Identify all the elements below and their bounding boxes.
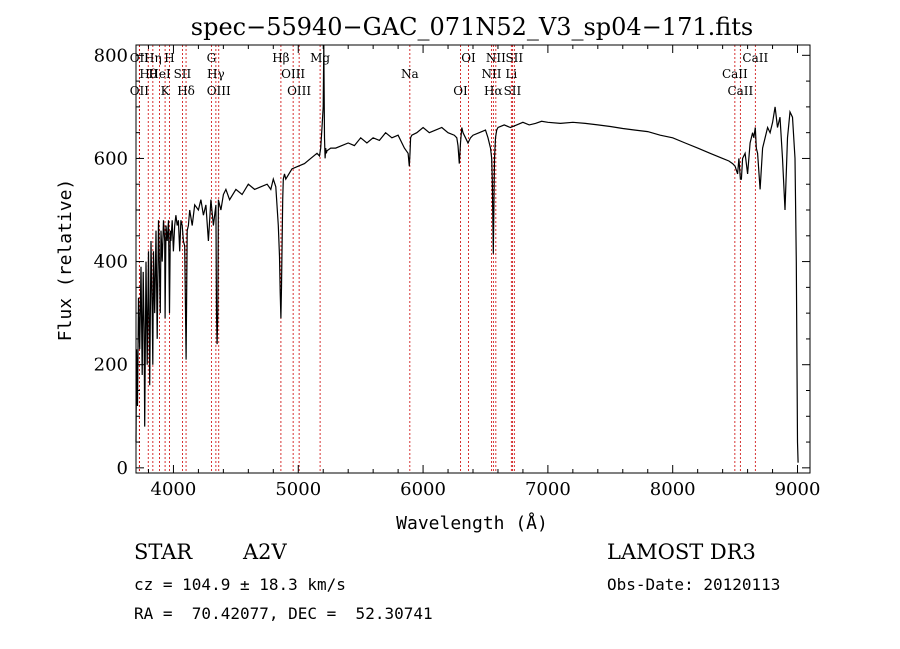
spectral-line-label: Hγ — [207, 67, 225, 81]
spectral-line-label: Mg — [310, 51, 330, 65]
x-tick-label: 4000 — [151, 479, 197, 500]
y-tick-label: 600 — [94, 148, 128, 169]
spectral-line-label: SII — [174, 67, 192, 81]
x-tick-label: 8000 — [650, 479, 696, 500]
x-axis-label: Wavelength (Å) — [396, 512, 548, 534]
spectral-line-label: OI — [461, 51, 476, 65]
chart-title: spec−55940−GAC_071N52_V3_sp04−171.fits — [191, 13, 753, 41]
y-axis-label: Flux (relative) — [55, 179, 76, 342]
object-type: STAR — [134, 540, 193, 564]
spectral-line-label: NII — [486, 51, 506, 65]
spectral-line-label: OIII — [287, 84, 311, 98]
spectrum-line — [135, 44, 799, 463]
y-axis-ticks: 0 200 400 600 800 — [94, 45, 810, 479]
spectral-line-label: H — [164, 51, 174, 65]
spectral-line-label: Hβ — [272, 51, 289, 65]
spectral-line-label: Na — [401, 67, 419, 81]
spectral-line-label: G — [207, 51, 217, 65]
x-tick-label: 7000 — [525, 479, 571, 500]
spectral-line-label: SII — [505, 51, 523, 65]
redshift-velocity: cz = 104.9 ± 18.3 km/s — [134, 575, 346, 594]
spectral-line-markers — [138, 45, 756, 473]
spectral-line-label: Hα — [484, 84, 503, 98]
spectral-line-label: OIII — [281, 67, 305, 81]
y-tick-label: 0 — [117, 458, 128, 479]
plot-frame — [135, 44, 811, 474]
spectral-line-label: OII — [130, 84, 150, 98]
x-tick-label: 6000 — [400, 479, 446, 500]
spectral-line-label: Hδ — [177, 84, 195, 98]
x-axis-ticks: 4000 5000 6000 7000 8000 9000 — [147, 45, 821, 500]
y-tick-label: 400 — [94, 252, 128, 273]
spectral-line-label: CaII — [727, 84, 753, 98]
y-tick-label: 200 — [94, 355, 128, 376]
object-subclass: A2V — [243, 540, 287, 564]
y-tick-label: 800 — [94, 45, 128, 66]
spectral-line-label: Hη — [144, 51, 162, 65]
spectral-line-label: NII — [481, 67, 501, 81]
spectral-line-label: OII — [130, 51, 150, 65]
spectral-line-label: HeI — [148, 67, 171, 81]
spectral-line-labels: OIIHθOIIHηHeIKHSIIHδGHγOIIIHβOIIIOIIIMgN… — [130, 51, 769, 98]
x-tick-label: 5000 — [275, 479, 321, 500]
spectral-line-label: CaII — [742, 51, 768, 65]
spectral-line-label: Li — [505, 67, 517, 81]
spectral-line-label: CaII — [722, 67, 748, 81]
spectral-line-label: SII — [504, 84, 522, 98]
survey-name: LAMOST DR3 — [607, 540, 756, 564]
ra-dec: RA = 70.42077, DEC = 52.30741 — [134, 604, 433, 623]
x-tick-label: 9000 — [775, 479, 821, 500]
spectral-line-label: K — [161, 84, 171, 98]
spectral-line-label: OIII — [207, 84, 231, 98]
observation-date: Obs-Date: 20120113 — [607, 575, 781, 594]
spectral-line-label: Hθ — [139, 67, 157, 81]
spectral-line-label: OI — [453, 84, 468, 98]
